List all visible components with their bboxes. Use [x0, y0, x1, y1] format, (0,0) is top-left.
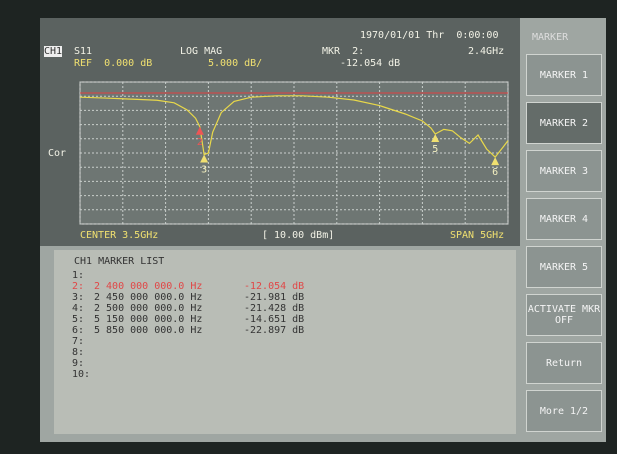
marker-index: 6:: [72, 325, 85, 336]
marker-list: CH1 MARKER LIST 1: 2: 2 400 000 000.0 Hz -1…: [54, 250, 516, 434]
correction: Cor: [48, 148, 67, 159]
marker-freq: 2.4GHz: [468, 46, 505, 57]
marker-flag: [195, 126, 204, 135]
parameter: S11: [74, 46, 93, 57]
power: [ 10.00 dBm]: [262, 230, 335, 241]
marker-index: 5:: [72, 314, 85, 325]
marker-frequency: 5 150 000 000.0 Hz: [94, 314, 203, 325]
graph: 2 3 5 6: [79, 81, 509, 225]
marker-index: 10:: [72, 369, 91, 380]
marker-index: 2:: [72, 281, 85, 292]
marker-number: 5: [432, 144, 438, 155]
softkey[interactable]: MARKER 3: [526, 150, 602, 192]
marker-frequency: 2 400 000 000.0 Hz: [94, 281, 203, 292]
marker-index: 8:: [72, 347, 85, 358]
marker-number: 6: [492, 167, 498, 178]
softkey[interactable]: MARKER 4: [526, 198, 602, 240]
marker-frequency: 5 850 000 000.0 Hz: [94, 325, 203, 336]
softkey[interactable]: Return: [526, 342, 602, 384]
softkey[interactable]: MARKER 5: [526, 246, 602, 288]
marker-label: MKR 2:: [322, 46, 365, 57]
marker-value: -21.428 dB: [244, 303, 305, 314]
ref: REF 0.000 dB: [74, 58, 153, 69]
marker-number: 3: [201, 165, 207, 176]
marker-index: 4:: [72, 303, 85, 314]
marker-number: 2: [197, 137, 203, 148]
marker-flag: [200, 154, 209, 163]
marker-frequency: 2 450 000 000.0 Hz: [94, 292, 203, 303]
marker-frequency: 2 500 000 000.0 Hz: [94, 303, 203, 314]
marker-flag: [491, 157, 500, 166]
marker-index: 7:: [72, 336, 85, 347]
softkey[interactable]: ACTIVATE MKR OFF: [526, 294, 602, 336]
marker-value: -14.651 dB: [244, 314, 305, 325]
marker-value: -12.054 dB: [340, 58, 401, 69]
softkey-title: MARKER: [532, 32, 569, 43]
marker-value: -21.981 dB: [244, 292, 305, 303]
list-title: CH1 MARKER LIST: [74, 256, 165, 267]
marker-index: 9:: [72, 358, 85, 369]
screen: 1970/01/01 Thr 0:00:00 CH1 S11 LOG MAG M…: [40, 18, 606, 442]
channel: CH1: [44, 46, 63, 57]
marker-value: -22.897 dB: [244, 325, 305, 336]
marker-flag: [431, 134, 440, 143]
span: SPAN 5GHz: [450, 230, 505, 241]
softkey[interactable]: More 1/2: [526, 390, 602, 432]
trace: [79, 95, 509, 159]
format: LOG MAG: [180, 46, 223, 57]
scale: 5.000 dB/: [208, 58, 263, 69]
center: CENTER 3.5GHz: [80, 230, 159, 241]
softkey[interactable]: MARKER 1: [526, 54, 602, 96]
marker-index: 1:: [72, 270, 85, 281]
softkey[interactable]: MARKER 2: [526, 102, 602, 144]
marker-index: 3:: [72, 292, 85, 303]
marker-value: -12.054 dB: [244, 281, 305, 292]
datetime: 1970/01/01 Thr 0:00:00: [360, 30, 499, 41]
